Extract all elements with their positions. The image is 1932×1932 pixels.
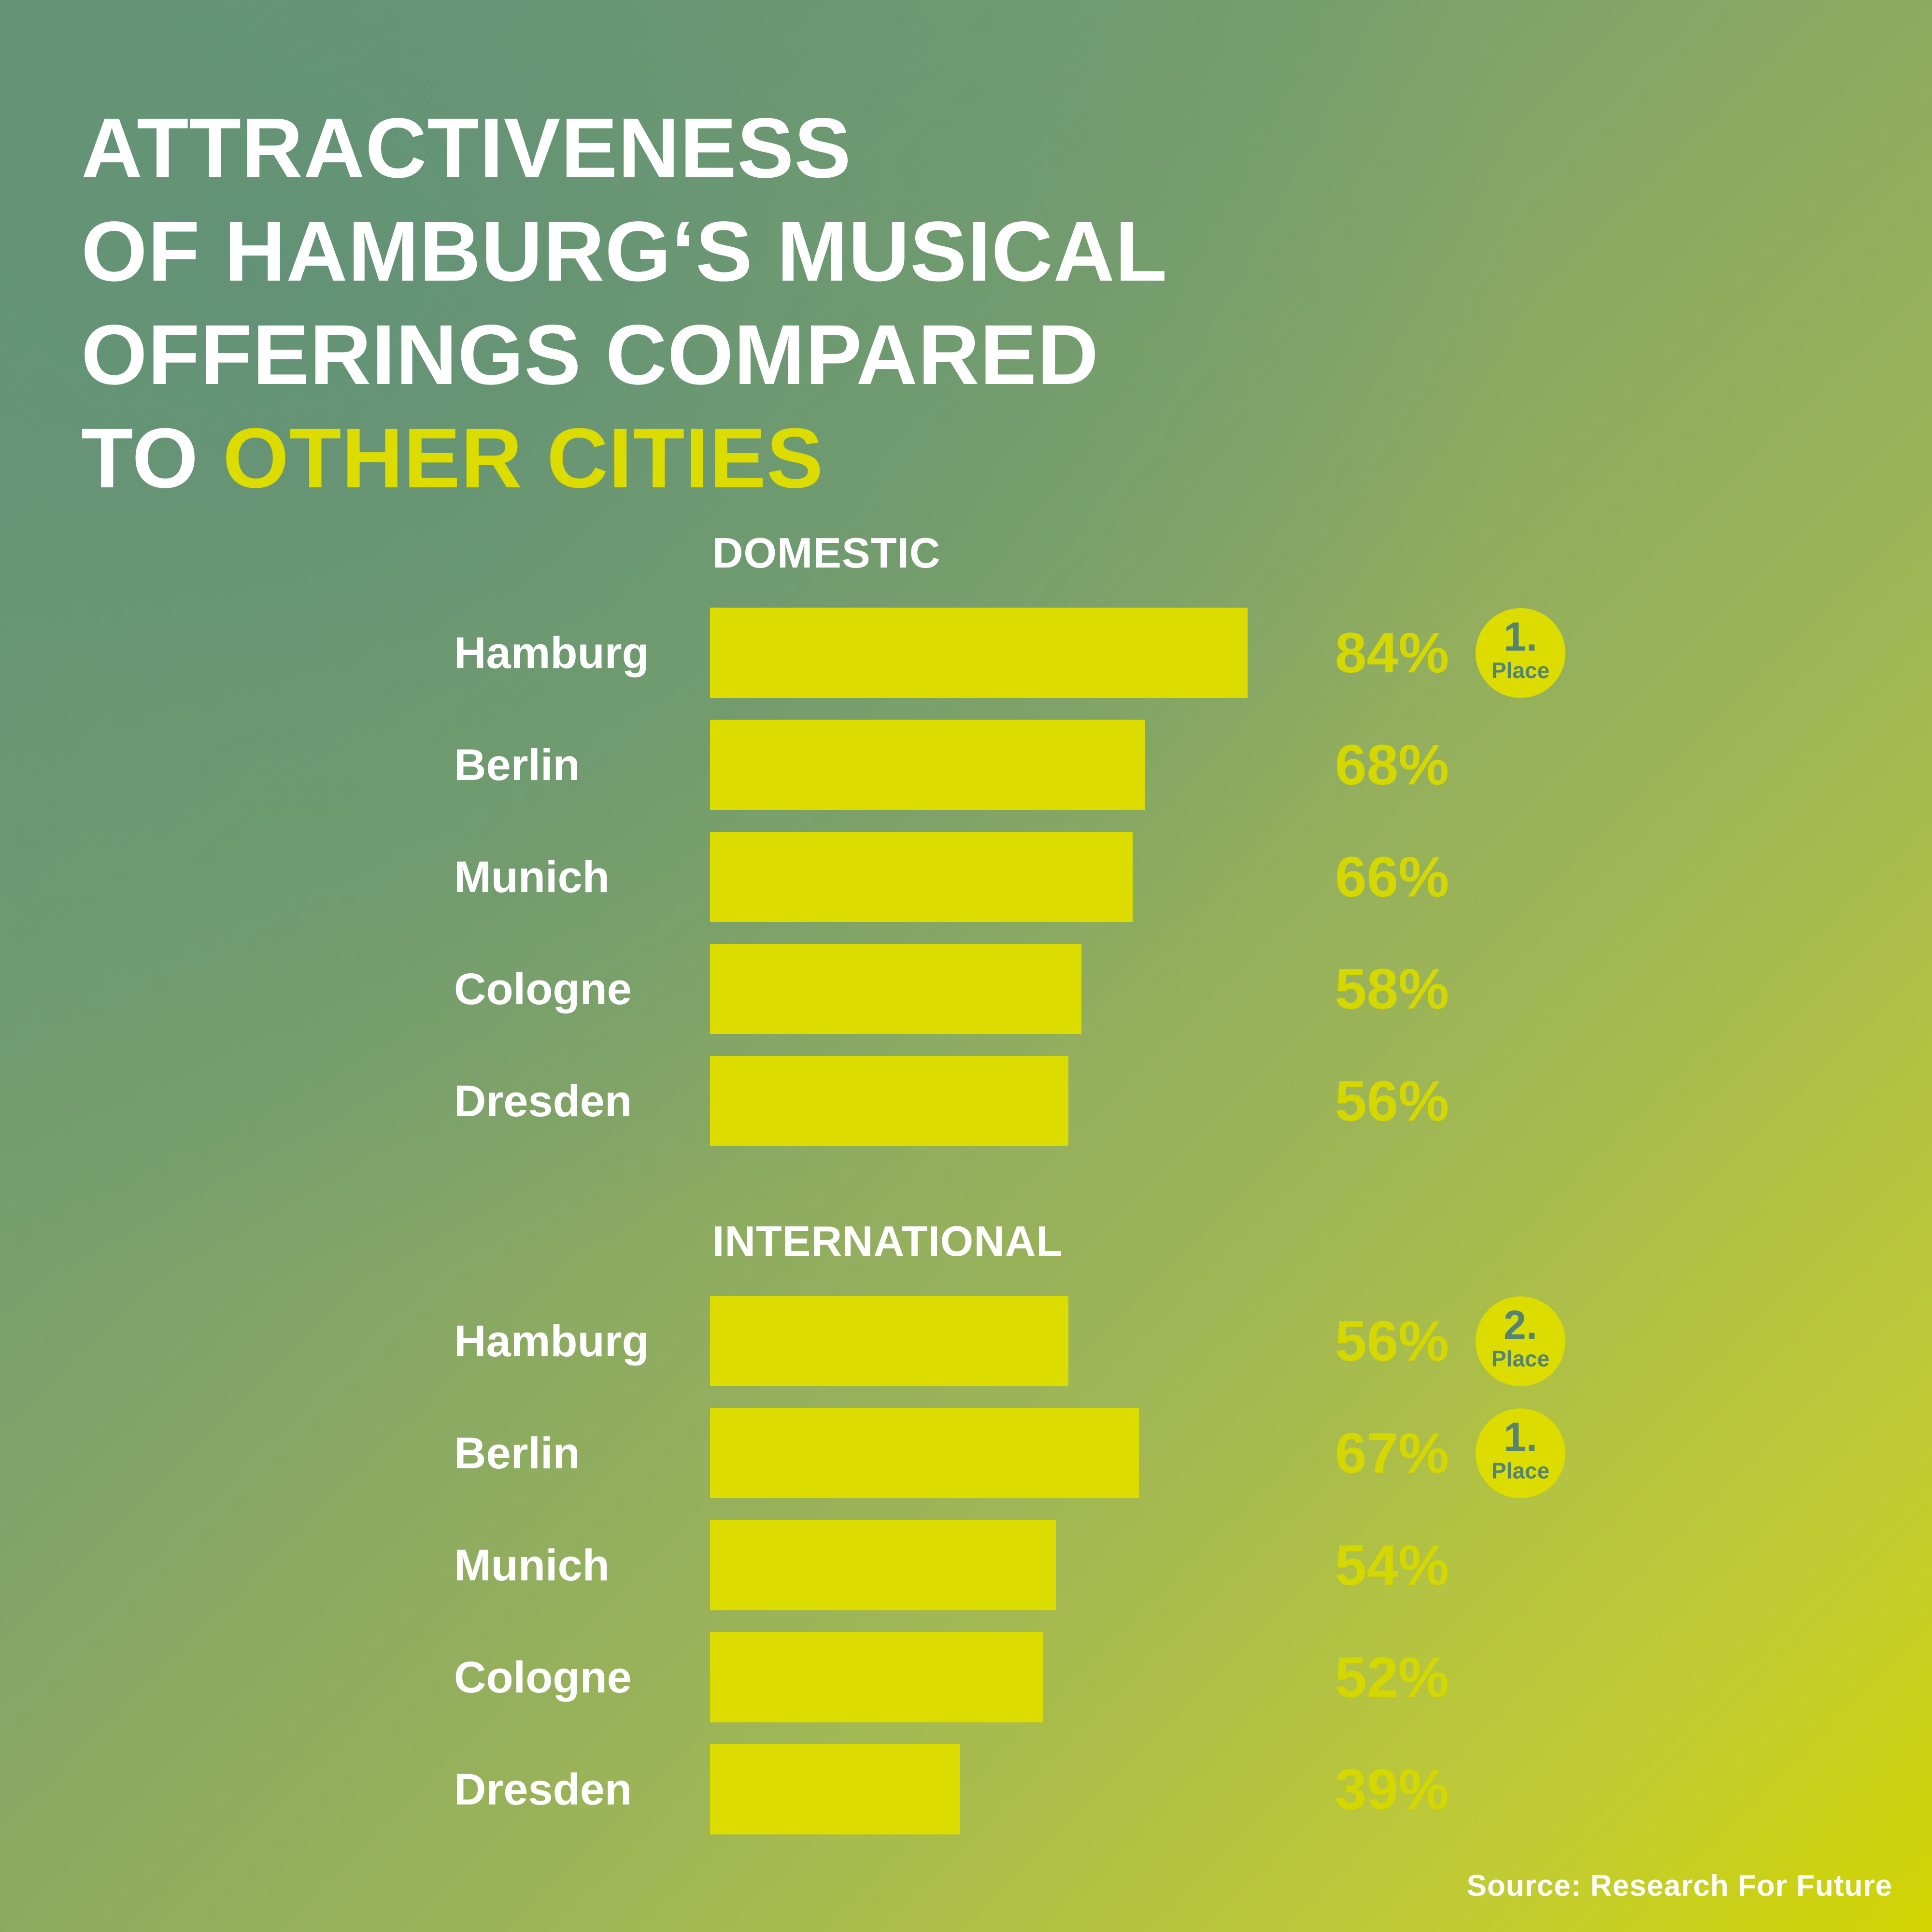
domestic-berlin-value-label: 68%	[1335, 733, 1449, 797]
international-berlin-place-badge: 1. Place	[1476, 1408, 1565, 1498]
domestic-hamburg-place-badge: 1. Place	[1476, 608, 1565, 698]
international-munich-bar	[710, 1520, 1056, 1610]
title-line-3: OFFERINGS COMPARED	[81, 308, 1099, 402]
domestic-hamburg-value-label: 84%	[1335, 621, 1449, 685]
domestic-dresden-bar	[710, 1056, 1068, 1146]
international-munich-value-label: 54%	[1335, 1533, 1449, 1597]
domestic-munich-value-label: 66%	[1335, 845, 1449, 909]
international-dresden-value-label: 39%	[1335, 1757, 1449, 1821]
domestic-hamburg-bar	[710, 608, 1248, 698]
international-munich-label: Munich	[454, 1540, 610, 1590]
international-berlin-bar	[710, 1408, 1139, 1498]
domestic-cologne-bar	[710, 944, 1081, 1034]
international-cologne-value-label: 52%	[1335, 1645, 1449, 1709]
domestic-cologne-label: Cologne	[454, 964, 632, 1014]
domestic-berlin-label: Berlin	[454, 740, 580, 790]
international-hamburg-bar	[710, 1296, 1068, 1386]
international-berlin-value-label: 67%	[1335, 1421, 1449, 1485]
international-heading: INTERNATIONAL	[712, 1217, 1063, 1265]
place-number: 1.	[1503, 613, 1538, 659]
domestic-munich-bar	[710, 832, 1133, 922]
title-line-4: TO OTHER CITIES	[81, 407, 1167, 510]
domestic-cologne-value-label: 58%	[1335, 957, 1449, 1021]
chart-title: ATTRACTIVENESS OF HAMBURG‘S MUSICAL OFFE…	[81, 97, 1167, 510]
domestic-hamburg-label: Hamburg	[454, 628, 649, 678]
place-number: 1.	[1503, 1414, 1538, 1460]
place-number: 2.	[1503, 1302, 1538, 1348]
domestic-munich-label: Munich	[454, 852, 610, 902]
title-line-1: ATTRACTIVENESS	[81, 101, 852, 196]
domestic-dresden-value-label: 56%	[1335, 1069, 1449, 1133]
international-berlin-label: Berlin	[454, 1428, 580, 1478]
title-accent: OTHER CITIES	[223, 411, 824, 506]
international-cologne-bar	[710, 1632, 1043, 1722]
international-hamburg-place-badge: 2. Place	[1476, 1296, 1565, 1386]
international-hamburg-label: Hamburg	[454, 1316, 649, 1366]
title-line-2: OF HAMBURG‘S MUSICAL	[81, 204, 1168, 299]
title-line-4-prefix: TO	[81, 411, 223, 506]
place-label: Place	[1491, 1346, 1550, 1371]
domestic-heading: DOMESTIC	[712, 529, 941, 577]
source-note: Source: Research For Future	[1466, 1869, 1892, 1903]
international-dresden-label: Dresden	[454, 1764, 632, 1814]
international-cologne-label: Cologne	[454, 1652, 632, 1702]
place-label: Place	[1491, 1458, 1550, 1483]
international-dresden-bar	[710, 1744, 960, 1834]
international-hamburg-value-label: 56%	[1335, 1309, 1449, 1373]
domestic-berlin-bar	[710, 720, 1145, 810]
place-label: Place	[1491, 657, 1550, 683]
domestic-dresden-label: Dresden	[454, 1076, 632, 1126]
